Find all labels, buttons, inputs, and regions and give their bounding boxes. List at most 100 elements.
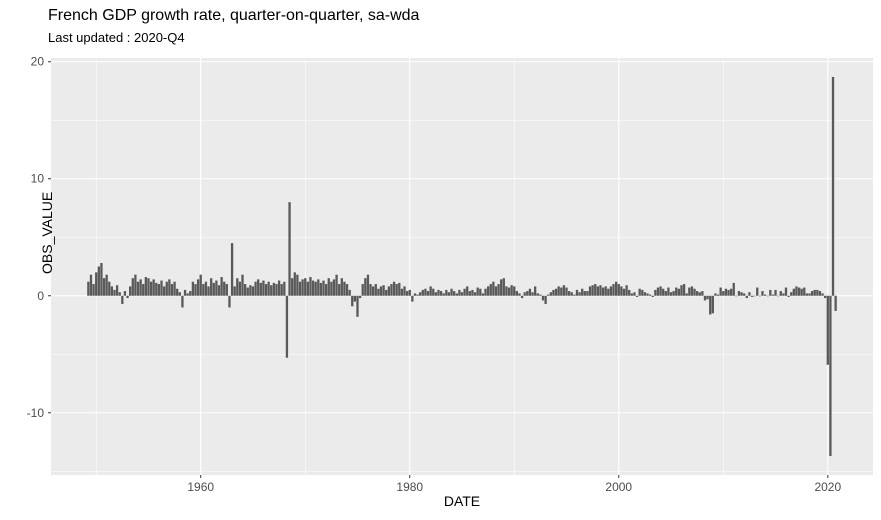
bar xyxy=(210,278,213,296)
bar xyxy=(531,292,534,296)
bar xyxy=(479,288,482,296)
bar xyxy=(366,274,370,296)
bar xyxy=(507,287,511,296)
bar xyxy=(251,286,255,296)
bar xyxy=(777,295,780,297)
bar xyxy=(139,279,142,296)
bar xyxy=(573,294,576,296)
bar xyxy=(818,291,822,296)
bar xyxy=(379,286,383,296)
chart-subtitle: Last updated : 2020-Q4 xyxy=(48,30,185,45)
y-tick-label: -10 xyxy=(27,406,45,420)
bar xyxy=(358,295,362,299)
bar xyxy=(361,284,364,296)
bar xyxy=(322,280,325,296)
bar xyxy=(604,286,607,296)
bar xyxy=(92,284,95,296)
bar xyxy=(831,76,835,296)
bar xyxy=(351,295,354,307)
bar xyxy=(808,293,811,296)
bar xyxy=(463,288,466,296)
y-tick-label: 10 xyxy=(31,172,45,186)
bar xyxy=(505,286,508,296)
bar xyxy=(95,272,98,296)
bar xyxy=(484,288,487,296)
bar xyxy=(729,288,733,296)
bar xyxy=(233,286,236,296)
bar xyxy=(466,286,469,296)
bar xyxy=(264,284,268,296)
bar xyxy=(810,291,814,296)
bar xyxy=(745,295,748,299)
bar xyxy=(102,278,106,296)
bar xyxy=(620,286,623,296)
bar xyxy=(168,279,171,296)
bar xyxy=(118,292,121,296)
bar xyxy=(230,243,234,296)
bar xyxy=(520,295,524,299)
bar xyxy=(489,284,492,296)
bar xyxy=(149,281,153,296)
bar xyxy=(497,284,500,296)
bar xyxy=(147,278,150,296)
bar xyxy=(816,289,819,296)
bar xyxy=(254,281,257,296)
bar xyxy=(834,295,837,311)
bar xyxy=(554,288,558,296)
bar xyxy=(732,282,735,296)
bar xyxy=(515,291,519,296)
bar xyxy=(672,291,675,296)
bar xyxy=(270,285,273,296)
bar xyxy=(186,293,189,296)
bar xyxy=(447,292,451,296)
bar xyxy=(296,274,299,296)
bar xyxy=(455,293,458,296)
bar xyxy=(630,293,633,296)
bar xyxy=(790,292,793,296)
bar xyxy=(664,291,667,296)
bar xyxy=(291,278,294,296)
bar xyxy=(212,282,215,296)
bar xyxy=(667,287,670,296)
bar xyxy=(183,289,187,296)
bar xyxy=(246,287,249,296)
bar xyxy=(622,288,626,296)
bar xyxy=(408,289,411,296)
bar xyxy=(774,289,777,296)
bar xyxy=(283,281,286,296)
bar xyxy=(277,280,281,296)
bar xyxy=(162,286,166,296)
bar xyxy=(784,287,788,296)
x-tick-label: 2020 xyxy=(814,480,841,494)
bar xyxy=(338,284,341,296)
bar xyxy=(633,292,636,296)
y-axis-title: OBS_VALUE xyxy=(39,191,56,274)
bar xyxy=(586,291,589,296)
bar xyxy=(476,287,479,296)
bar xyxy=(607,288,610,296)
bar xyxy=(821,293,824,296)
bar xyxy=(311,280,315,296)
y-tick-label: 0 xyxy=(37,289,44,303)
bar xyxy=(387,286,390,296)
bar xyxy=(181,295,184,308)
bar xyxy=(259,282,262,296)
bar xyxy=(502,278,505,296)
bar xyxy=(306,281,309,296)
bar xyxy=(288,202,291,296)
bar xyxy=(429,286,432,296)
bar xyxy=(646,293,649,296)
bar xyxy=(238,281,242,296)
bar xyxy=(419,292,422,296)
x-tick-label: 2000 xyxy=(605,480,632,494)
bar xyxy=(131,278,134,296)
bar xyxy=(392,281,396,296)
bar xyxy=(189,291,192,296)
bar xyxy=(97,266,100,296)
bar xyxy=(601,287,605,296)
bar xyxy=(557,286,560,296)
bar xyxy=(155,282,158,296)
bar xyxy=(567,291,571,296)
